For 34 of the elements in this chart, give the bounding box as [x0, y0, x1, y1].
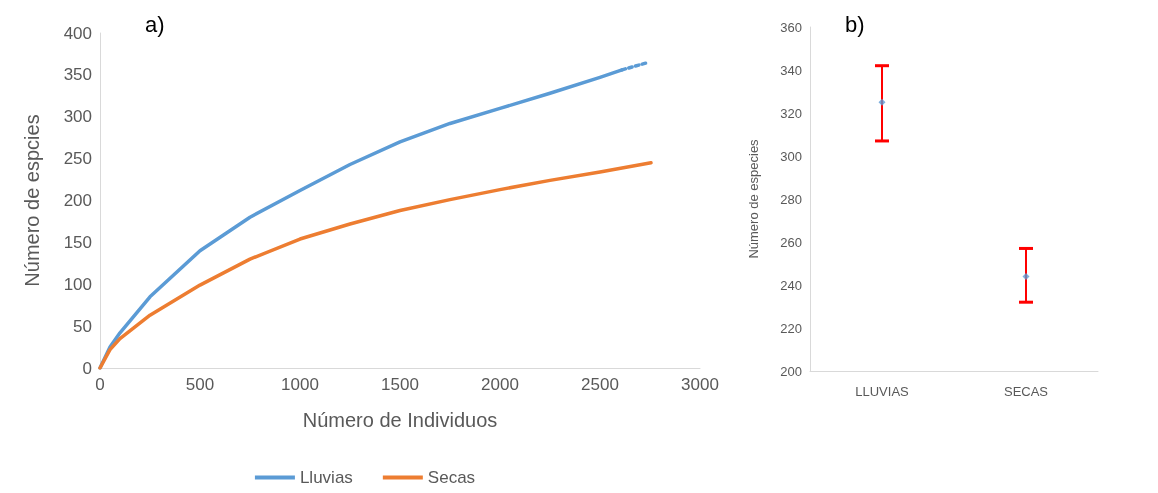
y-tick-label: 250 [63, 149, 92, 169]
y-tick-label: 0 [82, 358, 92, 378]
legend-label: Lluvias [299, 468, 353, 487]
legend-label: Secas [427, 468, 476, 487]
y-tick-label: 340 [780, 62, 802, 78]
y-tick-label: 360 [780, 19, 802, 35]
y-tick-label: 50 [73, 316, 92, 336]
y-tick-label: 300 [63, 107, 92, 127]
y-tick-label: 200 [780, 363, 802, 379]
y-tick-label: 300 [780, 148, 802, 164]
y-axis-title: Número de especies [746, 138, 761, 259]
y-tick-label: 240 [780, 277, 802, 293]
x-tick-label: 500 [185, 375, 215, 394]
y-tick-label: 320 [780, 105, 802, 121]
y-tick-label: 350 [63, 65, 92, 85]
x-tick-label: SECAS [1003, 384, 1049, 399]
x-tick-label: 1000 [281, 375, 319, 394]
x-tick-label: LLUVIAS [855, 384, 910, 399]
y-tick-label: 200 [63, 191, 92, 210]
x-tick-label: 0 [95, 375, 105, 394]
x-tick-label: 1500 [381, 375, 419, 394]
chart-title: b) [845, 11, 865, 37]
y-tick-label: 400 [63, 23, 92, 43]
y-tick-label: 260 [780, 234, 802, 250]
y-tick-label: 100 [63, 274, 92, 294]
x-tick-label: 2000 [481, 375, 519, 394]
x-tick-label: 2500 [581, 375, 619, 394]
x-tick-label: 3000 [681, 375, 719, 394]
y-axis-title: Número de espcies [21, 114, 43, 287]
y-tick-label: 280 [780, 191, 802, 207]
y-tick-label: 150 [63, 232, 92, 252]
chart-title: a) [145, 11, 165, 37]
x-axis-title: Número de Individuos [302, 409, 498, 431]
y-tick-label: 220 [780, 320, 802, 336]
